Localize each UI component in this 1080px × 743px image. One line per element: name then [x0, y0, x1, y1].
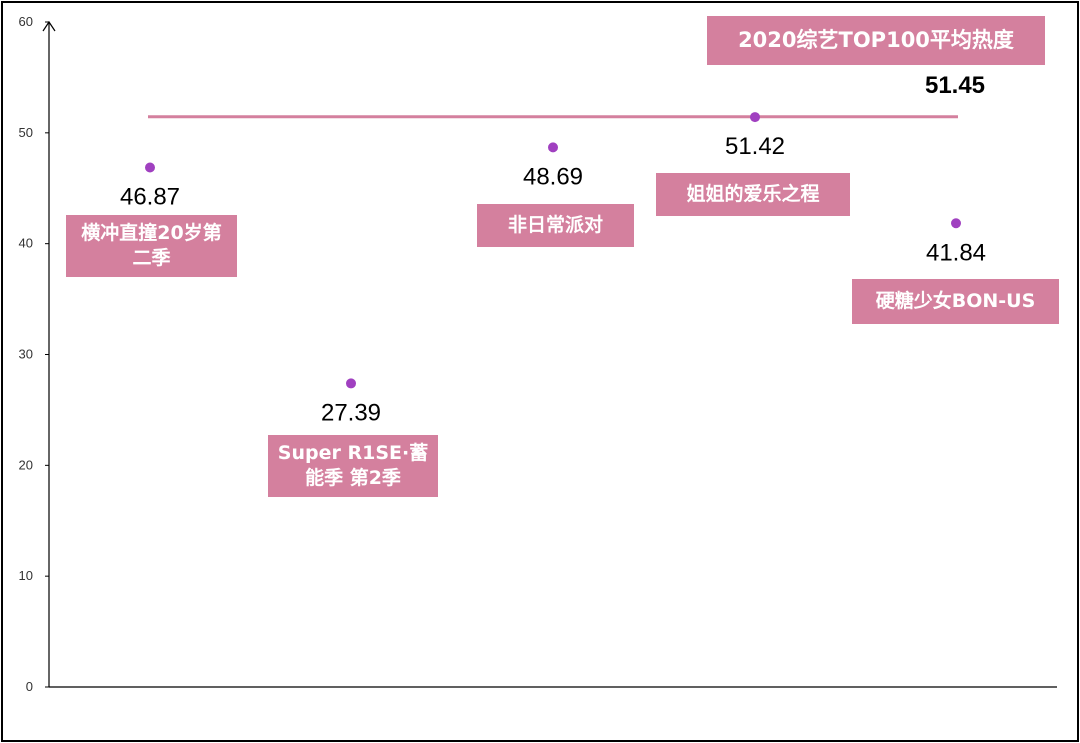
- data-point: [951, 218, 961, 229]
- y-axis: 0 10 20 30 40 50 60: [19, 14, 56, 694]
- data-value-label: 41.84: [926, 239, 986, 266]
- data-value-label: 27.39: [321, 399, 381, 426]
- data-value-label: 46.87: [120, 184, 180, 211]
- y-tick-label: 30: [19, 347, 33, 362]
- data-point: [145, 162, 155, 173]
- label-box-1: Super R1SE·蓄能季 第2季: [268, 435, 438, 497]
- y-tick-label: 10: [19, 568, 33, 583]
- data-value-label: 48.69: [523, 163, 583, 190]
- point-label: 非日常派对: [507, 214, 603, 236]
- reference-line-label-text: 2020综艺TOP100平均热度: [738, 28, 1014, 52]
- data-point: [346, 378, 356, 389]
- reference-line-label: 2020综艺TOP100平均热度: [707, 16, 1045, 65]
- y-tick-label: 20: [19, 457, 33, 472]
- y-tick-label: 40: [19, 236, 33, 251]
- value-labels-group: 46.87 27.39 48.69 51.42 41.84: [120, 133, 986, 426]
- label-box-0: 横冲直撞20岁第二季: [66, 215, 237, 277]
- label-box-2: 非日常派对: [477, 204, 634, 247]
- point-label: 硬糖少女BON-US: [875, 290, 1036, 312]
- data-value-label: 51.42: [725, 133, 785, 160]
- reference-line-value: 51.45: [924, 72, 986, 99]
- y-tick-label: 50: [19, 125, 33, 140]
- point-label: Super R1SE·蓄能季 第2季: [277, 442, 429, 489]
- point-label: 姐姐的爱乐之程: [686, 183, 820, 205]
- data-point: [750, 112, 760, 123]
- data-point: [548, 142, 558, 153]
- points-group: [145, 112, 961, 389]
- label-box-4: 硬糖少女BON-US: [852, 279, 1059, 324]
- y-tick-label: 0: [26, 679, 33, 694]
- point-label: 横冲直撞20岁第二季: [81, 222, 222, 269]
- label-box-3: 姐姐的爱乐之程: [656, 173, 850, 216]
- y-tick-label: 60: [19, 14, 33, 29]
